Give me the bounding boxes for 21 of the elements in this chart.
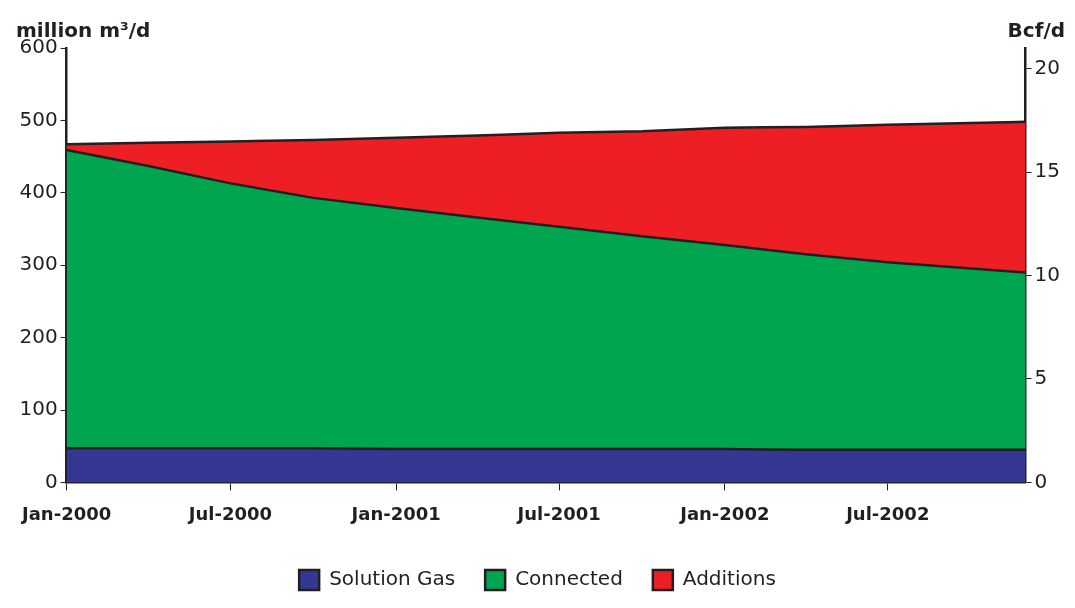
y-tick-label: 100 xyxy=(19,396,58,421)
y2-tick-label: 0 xyxy=(1034,468,1048,493)
x-tick-label: Jul-2000 xyxy=(186,502,273,524)
y2-tick-label: 20 xyxy=(1034,54,1060,79)
legend-label: Connected xyxy=(515,566,623,591)
y-tick-label: 400 xyxy=(19,179,58,203)
y2-tick-label: 10 xyxy=(1034,261,1060,286)
y-tick-label: 500 xyxy=(19,106,58,131)
x-tick-label: Jul-2002 xyxy=(844,502,930,524)
legend-label: Solution Gas xyxy=(329,566,456,591)
x-tick-label: Jul-2001 xyxy=(515,502,601,524)
y2-axis-title: Bcf/d xyxy=(1007,18,1065,43)
y2-tick-label: 15 xyxy=(1034,158,1060,183)
x-tick-label: Jan-2000 xyxy=(20,502,112,524)
x-tick-label: Jan-2001 xyxy=(349,502,441,524)
y-tick-label: 200 xyxy=(19,323,58,348)
y2-tick-label: 5 xyxy=(1034,365,1048,390)
legend-label: Additions xyxy=(682,566,776,591)
y-tick-label: 0 xyxy=(44,468,58,493)
x-tick-label: Jan-2002 xyxy=(678,502,770,524)
y-tick-label: 300 xyxy=(19,251,58,276)
